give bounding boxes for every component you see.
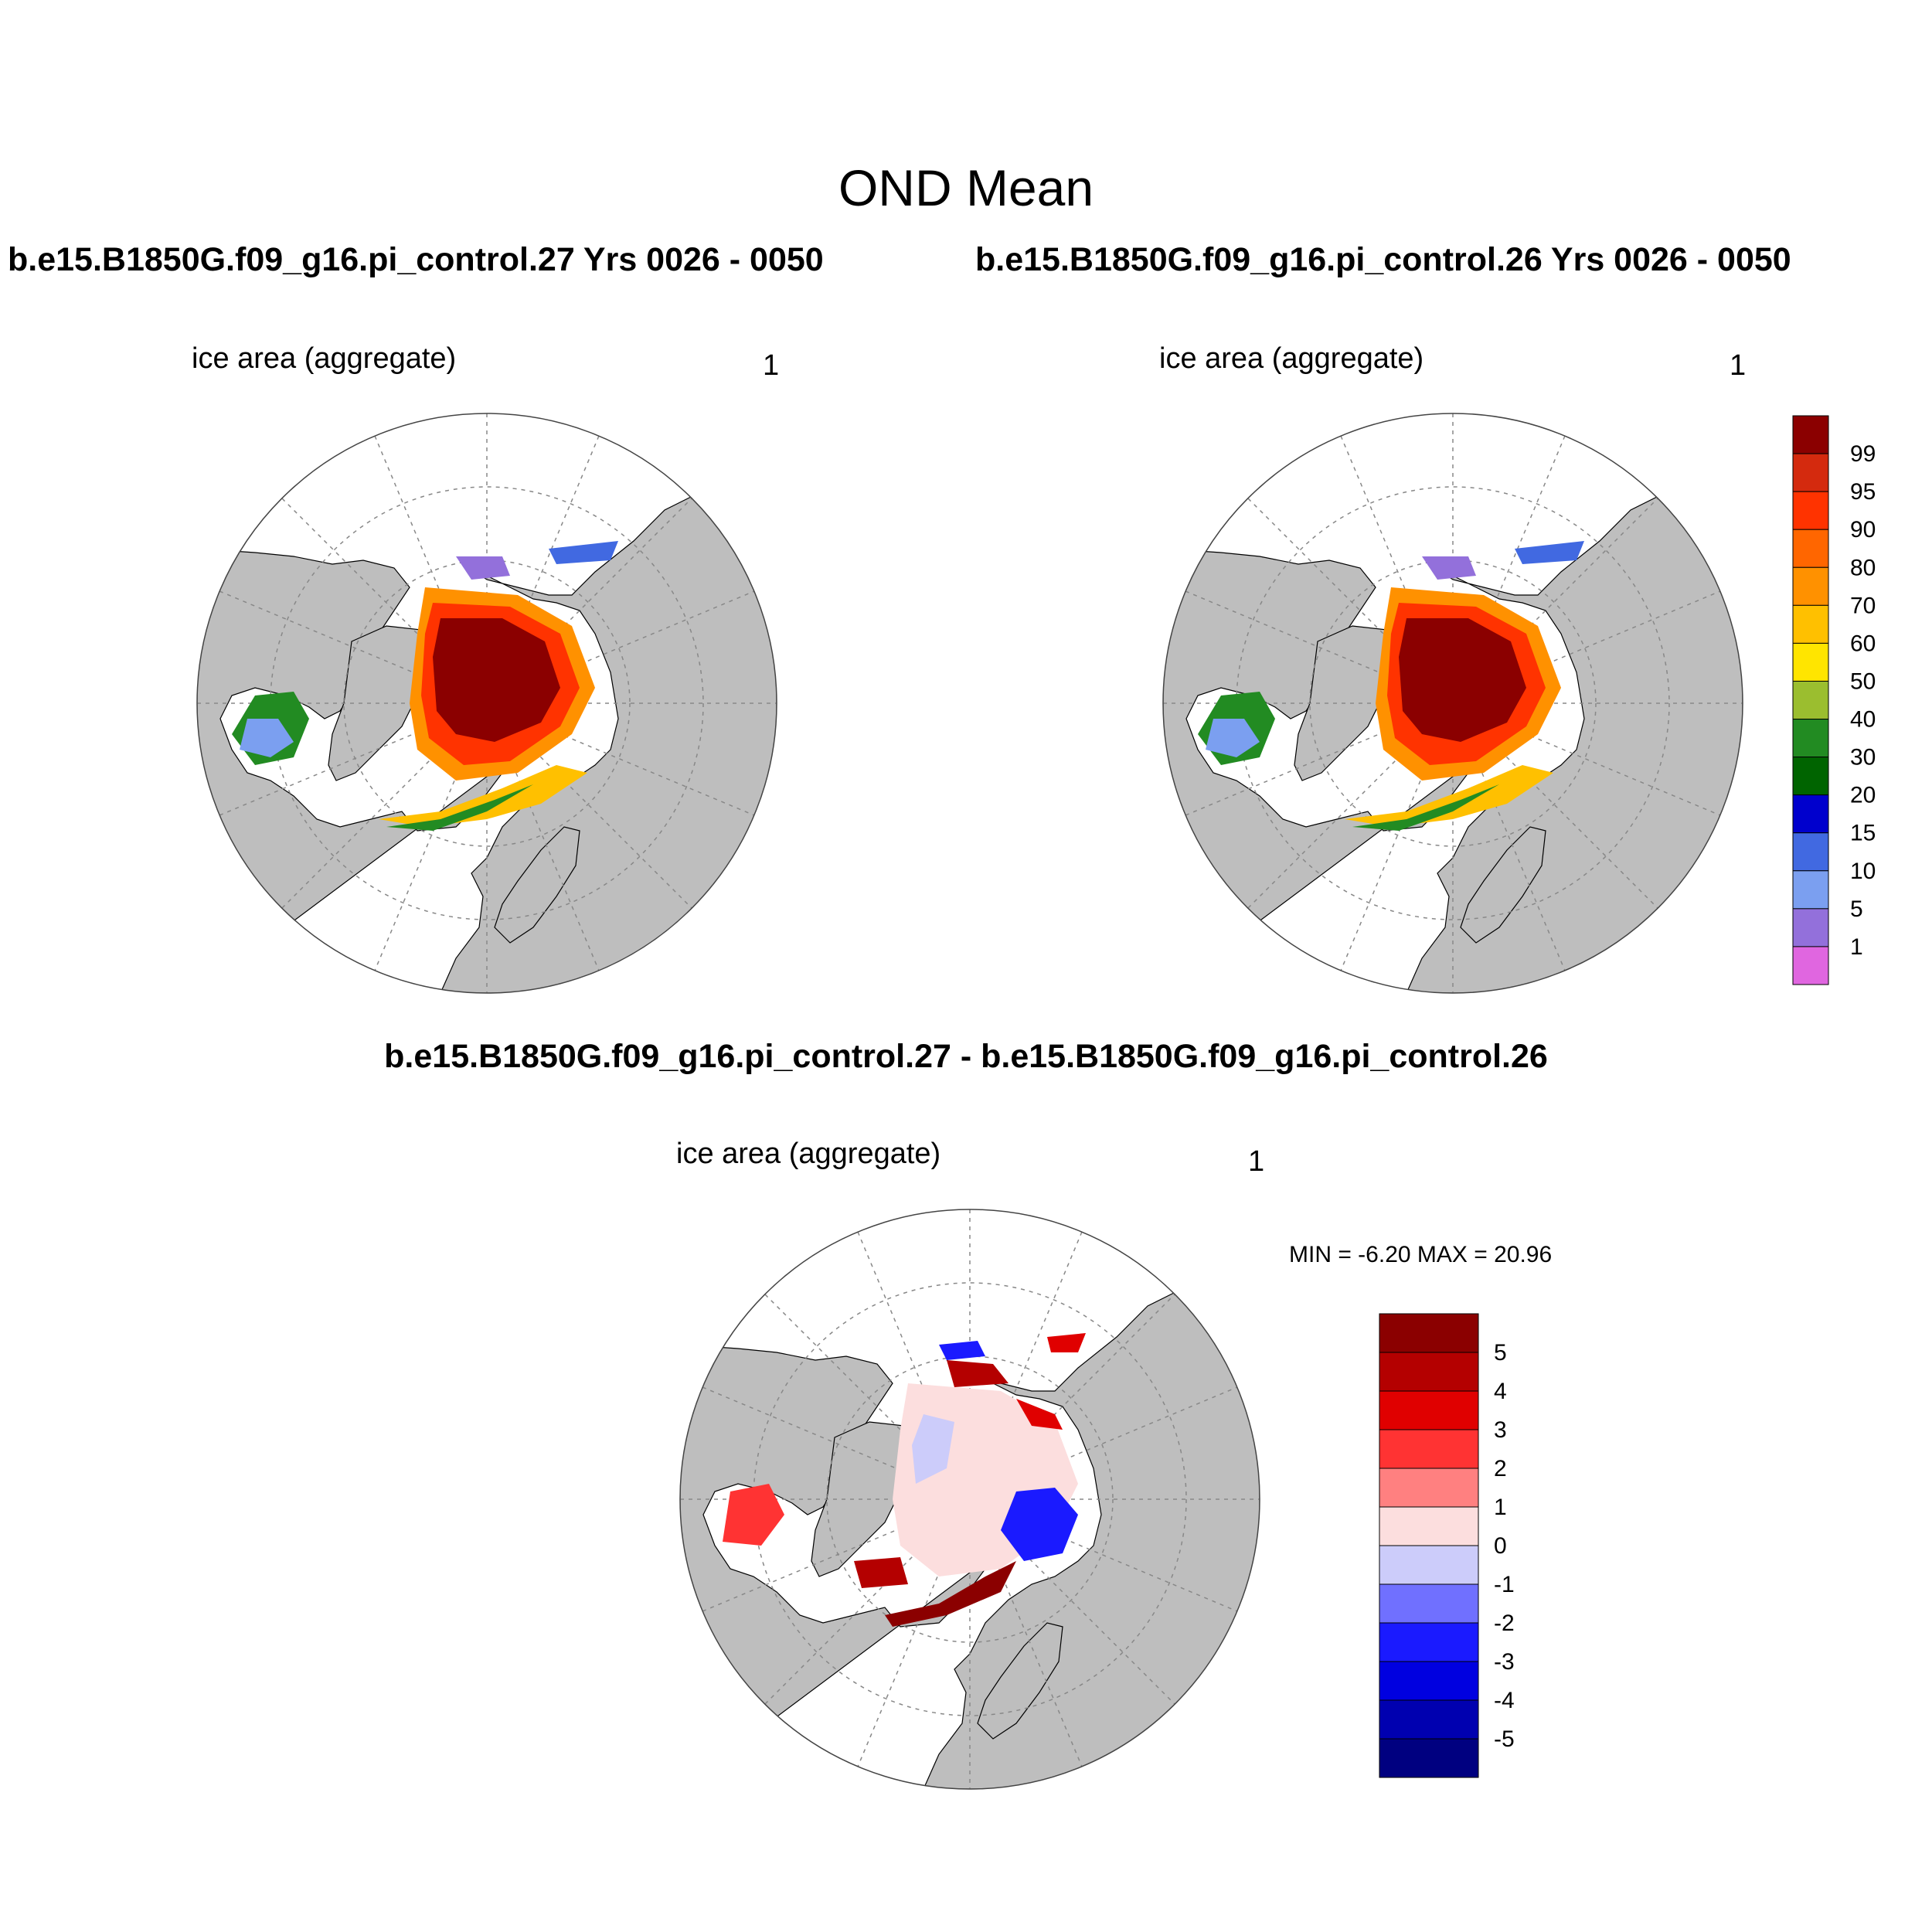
diff-colorbar-tick-label: 1 xyxy=(1494,1495,1507,1520)
diff-colorbar-tick-label: -3 xyxy=(1494,1649,1515,1675)
top-colorbar-tick-label: 20 xyxy=(1850,783,1876,808)
diff-colorbar-swatch xyxy=(1379,1429,1479,1469)
top-colorbar-tick-label: 1 xyxy=(1850,934,1863,960)
diff-colorbar-tick-label: -5 xyxy=(1494,1726,1515,1752)
top-colorbar-swatch xyxy=(1792,719,1829,758)
diff-colorbar-swatch xyxy=(1379,1738,1479,1778)
diff-colorbar-swatch xyxy=(1379,1661,1479,1701)
diff-colorbar-swatch xyxy=(1379,1506,1479,1546)
panel2-variable-label: ice area (aggregate) xyxy=(1159,342,1424,375)
top-colorbar-tick-label: 70 xyxy=(1850,593,1876,618)
diff-colorbar-swatch xyxy=(1379,1468,1479,1508)
top-colorbar-swatch xyxy=(1792,529,1829,568)
top-colorbar-swatch xyxy=(1792,757,1829,796)
diff-colorbar-swatch xyxy=(1379,1545,1479,1585)
top-colorbar-tick-label: 90 xyxy=(1850,517,1876,543)
diff-colorbar-swatch xyxy=(1379,1583,1479,1624)
panel1-polar-map xyxy=(193,410,781,997)
diff-colorbar-swatch xyxy=(1379,1352,1479,1392)
panel2-polar-map xyxy=(1159,410,1747,997)
panel3-case-title: b.e15.B1850G.f09_g16.pi_control.27 - b.e… xyxy=(384,1038,1548,1075)
top-colorbar: 99 95 90 80 70 60 50 40 30 20 15 10 5 1 xyxy=(1792,415,1876,985)
diff-colorbar-tick-label: 5 xyxy=(1494,1340,1507,1366)
diff-colorbar-swatch xyxy=(1379,1313,1479,1353)
panel1-variable-label: ice area (aggregate) xyxy=(192,342,457,375)
top-colorbar-swatch xyxy=(1792,566,1829,606)
top-colorbar-tick-label: 40 xyxy=(1850,707,1876,733)
diff-colorbar-tick-label: 2 xyxy=(1494,1456,1507,1481)
panel3-min-max: MIN = -6.20 MAX = 20.96 xyxy=(1289,1242,1553,1267)
panel3-units-label: 1 xyxy=(1248,1145,1265,1178)
panel3-variable-label: ice area (aggregate) xyxy=(676,1138,941,1170)
diff-colorbar-swatch xyxy=(1379,1622,1479,1662)
panel2-case-title: b.e15.B1850G.f09_g16.pi_control.26 Yrs 0… xyxy=(975,241,1791,278)
top-colorbar-tick-label: 99 xyxy=(1850,441,1876,467)
panel1-case-title: b.e15.B1850G.f09_g16.pi_control.27 Yrs 0… xyxy=(8,241,824,278)
top-colorbar-tick-label: 10 xyxy=(1850,859,1876,884)
top-colorbar-tick-label: 95 xyxy=(1850,479,1876,505)
diff-colorbar-tick-label: 4 xyxy=(1494,1379,1507,1404)
diff-colorbar-swatch xyxy=(1379,1390,1479,1430)
diff-colorbar-tick-label: 3 xyxy=(1494,1417,1507,1443)
top-colorbar-swatch xyxy=(1792,946,1829,985)
top-colorbar-tick-label: 5 xyxy=(1850,896,1863,922)
top-colorbar-tick-label: 15 xyxy=(1850,821,1876,846)
top-colorbar-swatch xyxy=(1792,604,1829,644)
diff-colorbar-tick-label: -1 xyxy=(1494,1572,1515,1597)
top-colorbar-swatch xyxy=(1792,794,1829,834)
top-colorbar-swatch xyxy=(1792,870,1829,910)
diff-colorbar-tick-label: 0 xyxy=(1494,1533,1507,1559)
top-colorbar-tick-label: 50 xyxy=(1850,668,1876,694)
top-colorbar-swatch xyxy=(1792,908,1829,947)
top-colorbar-swatch xyxy=(1792,491,1829,530)
panel2-units-label: 1 xyxy=(1730,349,1747,382)
diff-colorbar-tick-label: -2 xyxy=(1494,1611,1515,1636)
diff-colorbar: 5 4 3 2 1 0 -1 -2 -3 -4 -5 xyxy=(1379,1313,1515,1778)
top-colorbar-swatch xyxy=(1792,415,1829,454)
top-colorbar-tick-label: 60 xyxy=(1850,631,1876,656)
top-colorbar-tick-label: 80 xyxy=(1850,555,1876,580)
top-colorbar-swatch xyxy=(1792,832,1829,872)
top-colorbar-swatch xyxy=(1792,642,1829,682)
panel1-units-label: 1 xyxy=(763,349,780,382)
panel3-polar-map xyxy=(676,1206,1264,1793)
top-colorbar-swatch xyxy=(1792,453,1829,492)
top-colorbar-tick-label: 30 xyxy=(1850,745,1876,770)
top-colorbar-swatch xyxy=(1792,680,1829,720)
diff-colorbar-swatch xyxy=(1379,1699,1479,1740)
diff-colorbar-tick-label: -4 xyxy=(1494,1688,1515,1713)
main-title: OND Mean xyxy=(838,159,1094,216)
